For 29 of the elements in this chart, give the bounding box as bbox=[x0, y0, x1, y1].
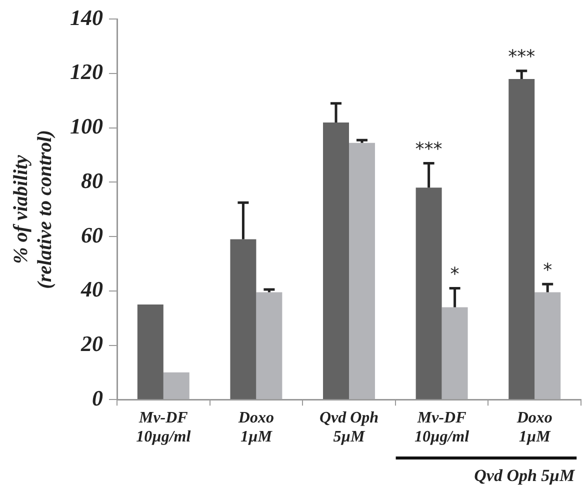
y-tick-label: 140 bbox=[70, 4, 103, 30]
x-tick-label: Qvd Oph 5µM bbox=[319, 409, 379, 446]
bar bbox=[230, 239, 256, 400]
bar bbox=[534, 292, 561, 400]
data-label: * bbox=[450, 264, 460, 285]
y-tick-label: 100 bbox=[70, 114, 103, 139]
y-tick-label: 120 bbox=[70, 59, 103, 84]
data-label: *** bbox=[508, 46, 536, 68]
y-axis-title: % of viability (relative to control) bbox=[10, 130, 56, 289]
y-tick-label: 60 bbox=[81, 222, 103, 248]
y-tick-label: 40 bbox=[80, 276, 103, 302]
x-tick-label: Doxo 1µM bbox=[516, 409, 552, 446]
data-label: *** bbox=[415, 138, 442, 160]
bar bbox=[323, 122, 349, 400]
bar bbox=[508, 78, 535, 400]
bar bbox=[137, 304, 164, 400]
x-tick-label: Mv-DF 10µg/ml bbox=[136, 409, 192, 446]
bar bbox=[416, 188, 442, 400]
bar bbox=[163, 372, 190, 400]
bar bbox=[349, 142, 375, 400]
y-tick-label: 0 bbox=[92, 385, 103, 410]
x-tick-label: Doxo 1µM bbox=[237, 409, 274, 446]
x-tick-label: Mv-DF 10µg/ml bbox=[414, 409, 470, 446]
y-tick-label: 20 bbox=[80, 330, 103, 356]
bar bbox=[442, 307, 468, 400]
text: Qvd Oph 5µM bbox=[474, 466, 576, 485]
data-label: * bbox=[543, 260, 552, 281]
y-tick-label: 80 bbox=[81, 168, 103, 193]
bar bbox=[256, 292, 282, 400]
